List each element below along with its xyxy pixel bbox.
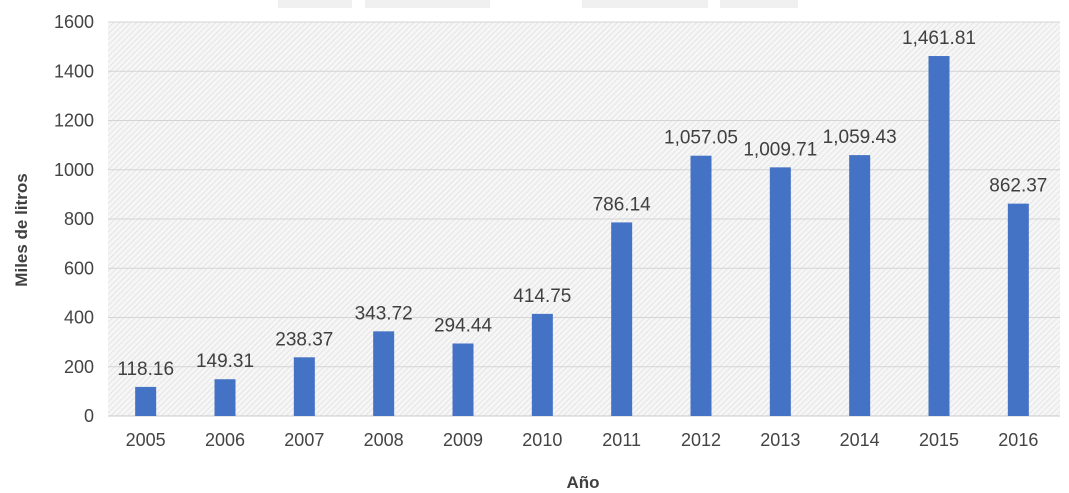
gridlines xyxy=(108,21,1060,417)
y-axis-title: Miles de litros xyxy=(12,173,31,286)
data-label-2006: 149.31 xyxy=(196,351,254,372)
legend-chip xyxy=(720,0,798,8)
x-axis-ticks: 2005 2006 2007 2008 2009 2010 2011 2012 2013 2014… xyxy=(126,430,1039,450)
x-tick-label-2010: 2010 xyxy=(522,430,562,450)
x-tick-label-2013: 2013 xyxy=(760,430,800,450)
data-label-2009: 294.44 xyxy=(434,315,493,336)
x-tick-label-2011: 2011 xyxy=(602,430,641,450)
bar-2006 xyxy=(214,379,236,416)
bar-2016 xyxy=(1007,203,1029,416)
data-label-2011: 786.14 xyxy=(593,194,652,215)
x-tick-label-2012: 2012 xyxy=(681,430,721,450)
x-tick-label-2014: 2014 xyxy=(840,430,880,450)
legend-chip xyxy=(278,0,352,8)
data-label-2005: 118.16 xyxy=(117,359,174,380)
bar-2015 xyxy=(928,56,950,416)
bar-2010 xyxy=(531,313,553,416)
x-tick-label-2016: 2016 xyxy=(998,430,1038,450)
x-tick-label-2015: 2015 xyxy=(919,430,959,450)
bar-2007 xyxy=(293,357,315,416)
legend-chip xyxy=(365,0,490,8)
y-tick-label: 1600 xyxy=(54,12,94,32)
legend-chip xyxy=(582,0,708,8)
y-axis-ticks: 0 200 400 600 800 1000 1200 1400 1600 xyxy=(54,12,94,426)
data-labels: 118.16 149.31 238.37 343.72 294.44 414.75 786.… xyxy=(117,28,1047,380)
x-tick-label-2009: 2009 xyxy=(443,430,483,450)
data-label-2013: 1,009.71 xyxy=(743,139,817,160)
y-tick-label: 400 xyxy=(64,308,94,328)
bar-2011 xyxy=(611,222,633,416)
bar-2005 xyxy=(135,386,157,416)
bars xyxy=(135,56,1029,417)
y-tick-label: 800 xyxy=(64,209,94,229)
legend-chips xyxy=(278,0,798,8)
data-label-2007: 238.37 xyxy=(275,329,333,350)
x-tick-label-2005: 2005 xyxy=(126,430,166,450)
y-tick-label: 200 xyxy=(64,357,94,377)
data-label-2010: 414.75 xyxy=(513,286,571,307)
x-tick-label-2006: 2006 xyxy=(205,430,245,450)
bar-2014 xyxy=(849,155,871,416)
bar-2012 xyxy=(690,155,712,417)
data-label-2014: 1,059.43 xyxy=(823,127,897,148)
data-label-2016: 862.37 xyxy=(989,176,1047,197)
x-tick-label-2007: 2007 xyxy=(284,430,324,450)
y-tick-label: 600 xyxy=(64,258,94,278)
bar-2013 xyxy=(769,167,791,416)
data-label-2015: 1,461.81 xyxy=(902,28,976,49)
bar-2009 xyxy=(452,343,474,416)
x-axis-title: Año xyxy=(566,473,599,492)
y-tick-label: 1200 xyxy=(54,111,94,131)
y-tick-label: 0 xyxy=(84,406,94,426)
x-tick-label-2008: 2008 xyxy=(364,430,404,450)
y-tick-label: 1000 xyxy=(54,160,94,180)
data-label-2008: 343.72 xyxy=(355,303,413,324)
data-label-2012: 1,057.05 xyxy=(664,128,738,149)
bar-2008 xyxy=(373,331,395,416)
y-tick-label: 1400 xyxy=(54,61,94,81)
